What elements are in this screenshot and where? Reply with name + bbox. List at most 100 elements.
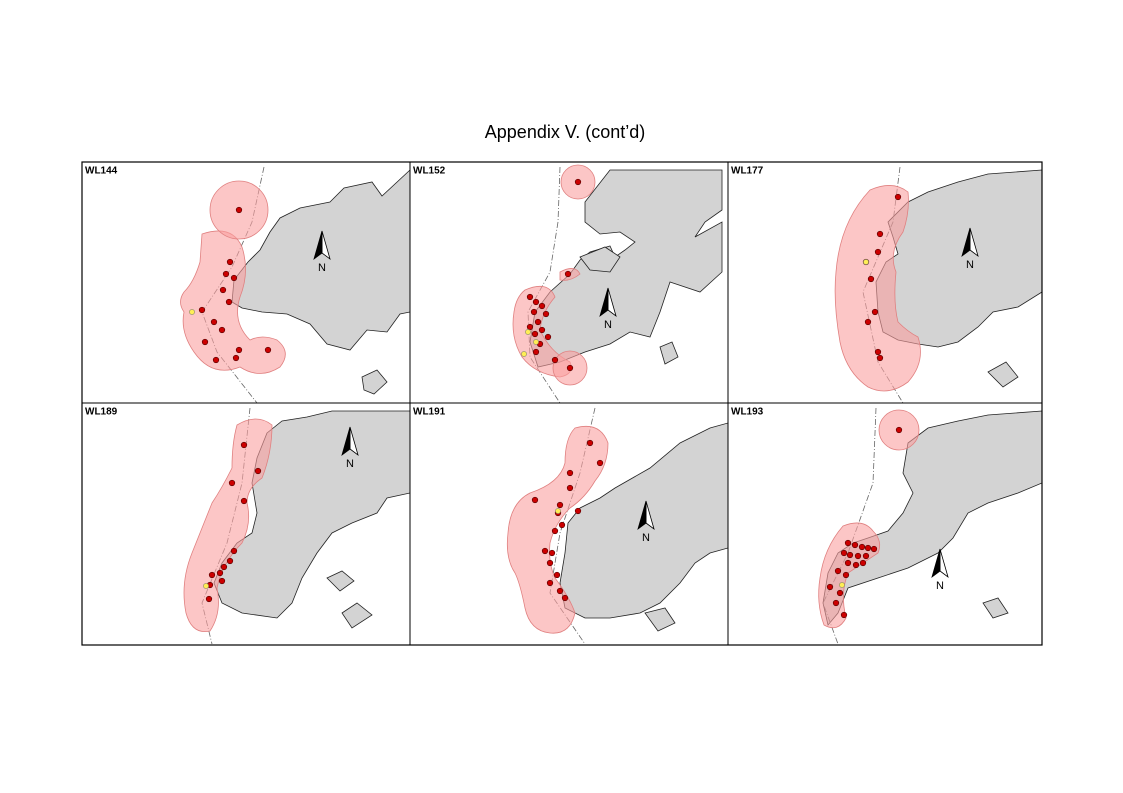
panel-bg-label — [84, 164, 124, 178]
range-buffer — [183, 418, 273, 632]
sighting — [836, 589, 844, 597]
sighting — [232, 354, 240, 362]
sighting — [858, 543, 866, 551]
north-label: N — [604, 319, 612, 331]
sighting — [556, 587, 564, 595]
north-arrow — [313, 230, 323, 261]
land — [326, 570, 355, 592]
map-panel: N WL144 — [84, 164, 410, 403]
sighting — [198, 306, 206, 314]
sighting — [538, 302, 546, 310]
boundary — [527, 166, 561, 403]
range-buffer — [506, 425, 609, 634]
sighting — [834, 567, 842, 575]
north-arrow — [939, 548, 949, 579]
sighting — [596, 459, 604, 467]
sighting — [235, 206, 243, 214]
north-arrow — [961, 227, 971, 258]
sighting — [859, 559, 867, 567]
panel-label: WL177 — [731, 166, 764, 177]
sighting — [566, 469, 574, 477]
panel-bg-label — [730, 405, 770, 419]
sighting — [532, 298, 540, 306]
sighting — [526, 293, 534, 301]
sighting — [225, 298, 233, 306]
sighting — [205, 595, 213, 603]
panel-label: WL191 — [413, 407, 446, 418]
sighting — [876, 230, 884, 238]
sighting — [574, 507, 582, 515]
land — [529, 169, 723, 368]
sighting-alt — [555, 508, 561, 514]
sighting — [574, 178, 582, 186]
sighting — [867, 275, 875, 283]
north-arrow — [341, 426, 351, 457]
sighting — [530, 308, 538, 316]
panel-bg-label — [730, 164, 770, 178]
land — [579, 246, 621, 273]
sighting — [586, 439, 594, 447]
map-panel: N WL193 — [730, 405, 1042, 645]
sighting — [532, 348, 540, 356]
sighting — [546, 579, 554, 587]
sighting — [874, 248, 882, 256]
panel-label: WL189 — [85, 407, 118, 418]
sighting — [874, 348, 882, 356]
sighting — [895, 426, 903, 434]
panel-label: WL144 — [85, 166, 118, 177]
sighting — [212, 356, 220, 364]
sighting — [546, 559, 554, 567]
sighting — [842, 571, 850, 579]
sighting — [219, 286, 227, 294]
sighting — [226, 557, 234, 565]
sighting-alt — [521, 351, 527, 357]
land — [341, 602, 373, 629]
sighting — [538, 326, 546, 334]
sighting — [228, 479, 236, 487]
panel-bg-label — [412, 164, 452, 178]
land — [982, 597, 1009, 619]
land — [822, 410, 1042, 626]
sighting-alt — [863, 259, 869, 265]
north-arrow — [931, 548, 941, 579]
panel-label: WL152 — [413, 166, 446, 177]
panel-bg-label — [84, 405, 124, 419]
sighting — [220, 563, 228, 571]
sighting — [844, 559, 852, 567]
map-panel: N WL189 — [84, 405, 410, 645]
sighting-alt — [189, 309, 195, 315]
sighting — [240, 441, 248, 449]
sighting — [235, 346, 243, 354]
north-label: N — [318, 262, 326, 274]
sighting — [846, 551, 854, 559]
sighting — [534, 318, 542, 326]
range-buffer — [834, 185, 921, 392]
sighting — [870, 545, 878, 553]
land — [659, 341, 679, 365]
north-label: N — [346, 458, 354, 470]
sighting — [566, 484, 574, 492]
range-buffer — [180, 230, 286, 374]
map-panel: N WL152 — [412, 164, 723, 403]
sighting — [553, 571, 561, 579]
sighting-alt — [839, 582, 845, 588]
sighting — [854, 552, 862, 560]
sighting — [840, 549, 848, 557]
sighting-alt — [533, 339, 539, 345]
sighting — [208, 571, 216, 579]
sighting — [548, 549, 556, 557]
panel-bg-label — [412, 405, 452, 419]
sighting — [264, 346, 272, 354]
sighting — [216, 569, 224, 577]
sighting — [566, 364, 574, 372]
sighting — [210, 318, 218, 326]
north-label: N — [936, 580, 944, 592]
sighting — [862, 552, 870, 560]
sighting — [240, 497, 248, 505]
land — [361, 369, 388, 395]
land — [644, 607, 676, 632]
map-panel: N WL191 — [412, 405, 728, 645]
north-arrow — [637, 500, 647, 531]
sighting — [864, 544, 872, 552]
